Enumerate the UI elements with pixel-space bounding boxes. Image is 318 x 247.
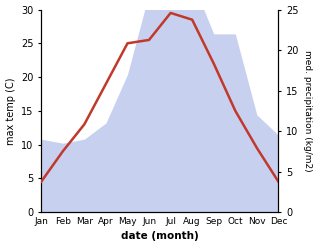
X-axis label: date (month): date (month) [121, 231, 199, 242]
Y-axis label: med. precipitation (kg/m2): med. precipitation (kg/m2) [303, 50, 313, 172]
Y-axis label: max temp (C): max temp (C) [5, 77, 16, 144]
